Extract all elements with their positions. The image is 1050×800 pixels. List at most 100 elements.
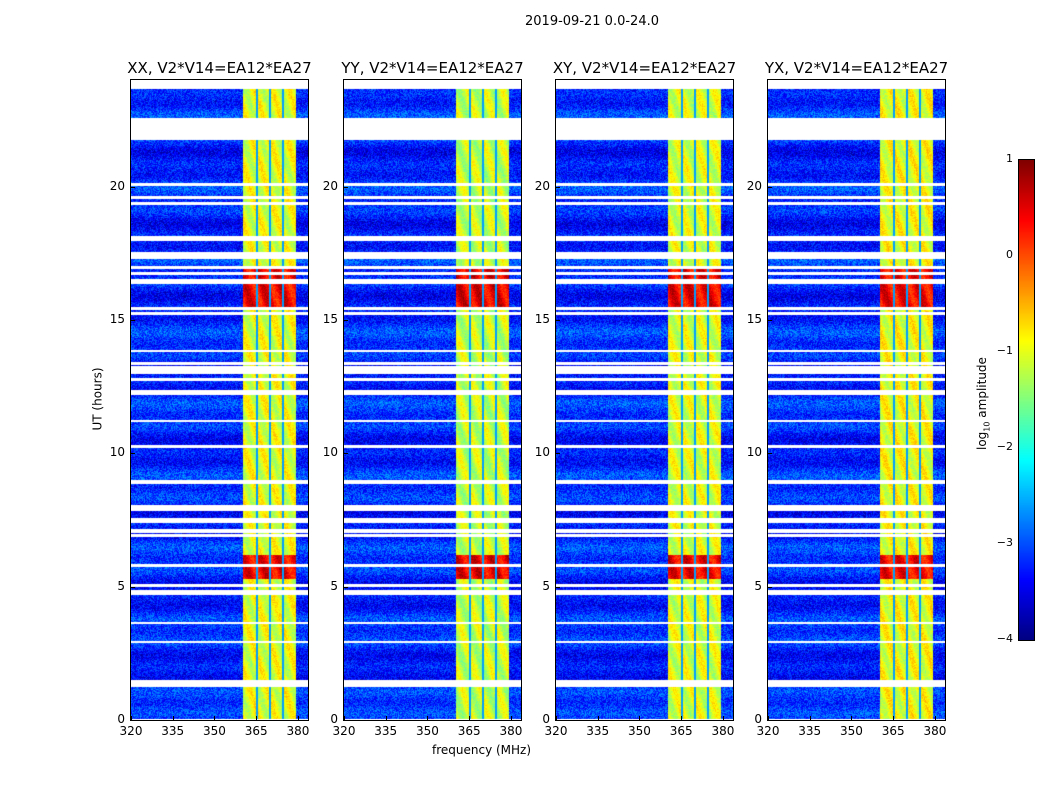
x-tick (510, 716, 512, 720)
x-tick-label: 320 (756, 724, 780, 738)
y-tick-label: 0 (117, 712, 125, 726)
x-tick-label: 380 (711, 724, 735, 738)
colorbar-tick-label: 0 (1006, 248, 1013, 261)
y-tick (344, 720, 348, 721)
y-tick (556, 586, 560, 588)
spectrogram-panel-2 (556, 80, 733, 720)
y-tick (344, 320, 348, 321)
x-tick-label: 335 (374, 724, 398, 738)
y-tick (131, 320, 135, 321)
x-tick-label: 320 (332, 724, 356, 738)
y-tick-label: 10 (746, 445, 762, 460)
y-tick (768, 586, 772, 588)
y-tick (768, 453, 772, 455)
colorbar-tick-label: 1 (1006, 152, 1013, 165)
x-tick-label: 365 (244, 724, 268, 738)
x-tick (427, 716, 429, 720)
x-tick-label: 350 (416, 724, 439, 738)
x-tick-label: 380 (286, 724, 310, 738)
x-tick-label: 335 (586, 724, 610, 738)
y-tick-label: 10 (322, 445, 338, 460)
x-axis-label: frequency (MHz) (432, 743, 532, 757)
panel-title-3: YX, V2*V14=EA12*EA27 (764, 59, 949, 77)
y-tick (344, 186, 348, 188)
y-tick-label: 10 (534, 445, 550, 460)
y-tick-label: 15 (109, 312, 125, 326)
panel-title-0: XX, V2*V14=EA12*EA27 (127, 59, 312, 77)
y-tick (131, 186, 135, 188)
x-tick (809, 716, 811, 720)
y-tick-label: 20 (322, 178, 338, 193)
colorbar-tick-label: −3 (996, 536, 1013, 549)
y-tick (556, 720, 560, 721)
panel-frame-0 (130, 79, 309, 721)
y-tick-label: 5 (542, 578, 550, 593)
x-tick (722, 716, 724, 720)
suptitle: 2019-09-21 0.0-24.0 (525, 14, 659, 29)
x-tick-label: 350 (628, 724, 651, 738)
y-tick (344, 453, 348, 455)
y-tick (556, 186, 560, 188)
x-tick (934, 716, 936, 720)
panel-frame-2 (555, 79, 734, 721)
y-tick (131, 453, 135, 455)
y-tick-label: 0 (754, 712, 762, 726)
spectrogram-panel-1 (344, 80, 521, 720)
panel-title-1: YY, V2*V14=EA12*EA27 (341, 59, 524, 77)
colorbar-tick-label: −1 (996, 344, 1013, 357)
y-tick-label: 5 (754, 578, 762, 593)
y-tick (344, 586, 348, 588)
x-tick (893, 716, 895, 720)
panel-frame-1 (343, 79, 522, 721)
x-tick-label: 335 (161, 724, 185, 738)
x-tick (639, 716, 641, 720)
x-tick (131, 716, 132, 720)
x-tick-label: 380 (923, 724, 947, 738)
y-tick (131, 586, 135, 588)
x-tick-label: 380 (499, 724, 523, 738)
y-tick (131, 720, 135, 721)
y-tick-label: 20 (746, 178, 762, 193)
colorbar-tick-label: −4 (996, 632, 1013, 645)
x-tick (214, 716, 216, 720)
y-tick (556, 320, 560, 321)
x-tick-label: 350 (840, 724, 863, 738)
panel-frame-3 (767, 79, 946, 721)
x-tick-label: 320 (544, 724, 568, 738)
x-tick (597, 716, 599, 720)
colorbar-frame (1018, 159, 1035, 641)
y-tick-label: 10 (109, 445, 125, 460)
colorbar-label: log10 amplitude (975, 357, 992, 450)
spectrogram-panel-0 (131, 80, 308, 720)
y-tick (768, 186, 772, 188)
colorbar (1019, 160, 1034, 640)
spectrogram-panel-3 (768, 80, 945, 720)
panel-title-2: XY, V2*V14=EA12*EA27 (552, 59, 737, 77)
y-tick-label: 5 (117, 578, 125, 593)
y-tick-label: 15 (322, 312, 338, 326)
y-tick (556, 453, 560, 455)
x-tick (297, 716, 299, 720)
x-tick-label: 335 (798, 724, 822, 738)
x-tick-label: 365 (881, 724, 905, 738)
y-tick-label: 20 (534, 178, 550, 193)
x-tick (469, 716, 471, 720)
x-tick-label: 365 (457, 724, 481, 738)
y-tick-label: 5 (330, 578, 338, 593)
x-tick (385, 716, 387, 720)
y-tick (768, 720, 772, 721)
y-tick-label: 20 (109, 178, 125, 193)
y-tick-label: 0 (330, 712, 338, 726)
y-axis-label: UT (hours) (90, 367, 105, 431)
y-tick-label: 0 (542, 712, 550, 726)
colorbar-tick-label: −2 (996, 440, 1013, 453)
x-tick (344, 716, 345, 720)
y-tick-label: 15 (746, 312, 762, 326)
x-tick-label: 365 (669, 724, 693, 738)
x-tick-label: 350 (203, 724, 226, 738)
x-tick (556, 716, 557, 720)
x-tick (256, 716, 258, 720)
y-tick (768, 320, 772, 321)
x-tick-label: 320 (119, 724, 143, 738)
